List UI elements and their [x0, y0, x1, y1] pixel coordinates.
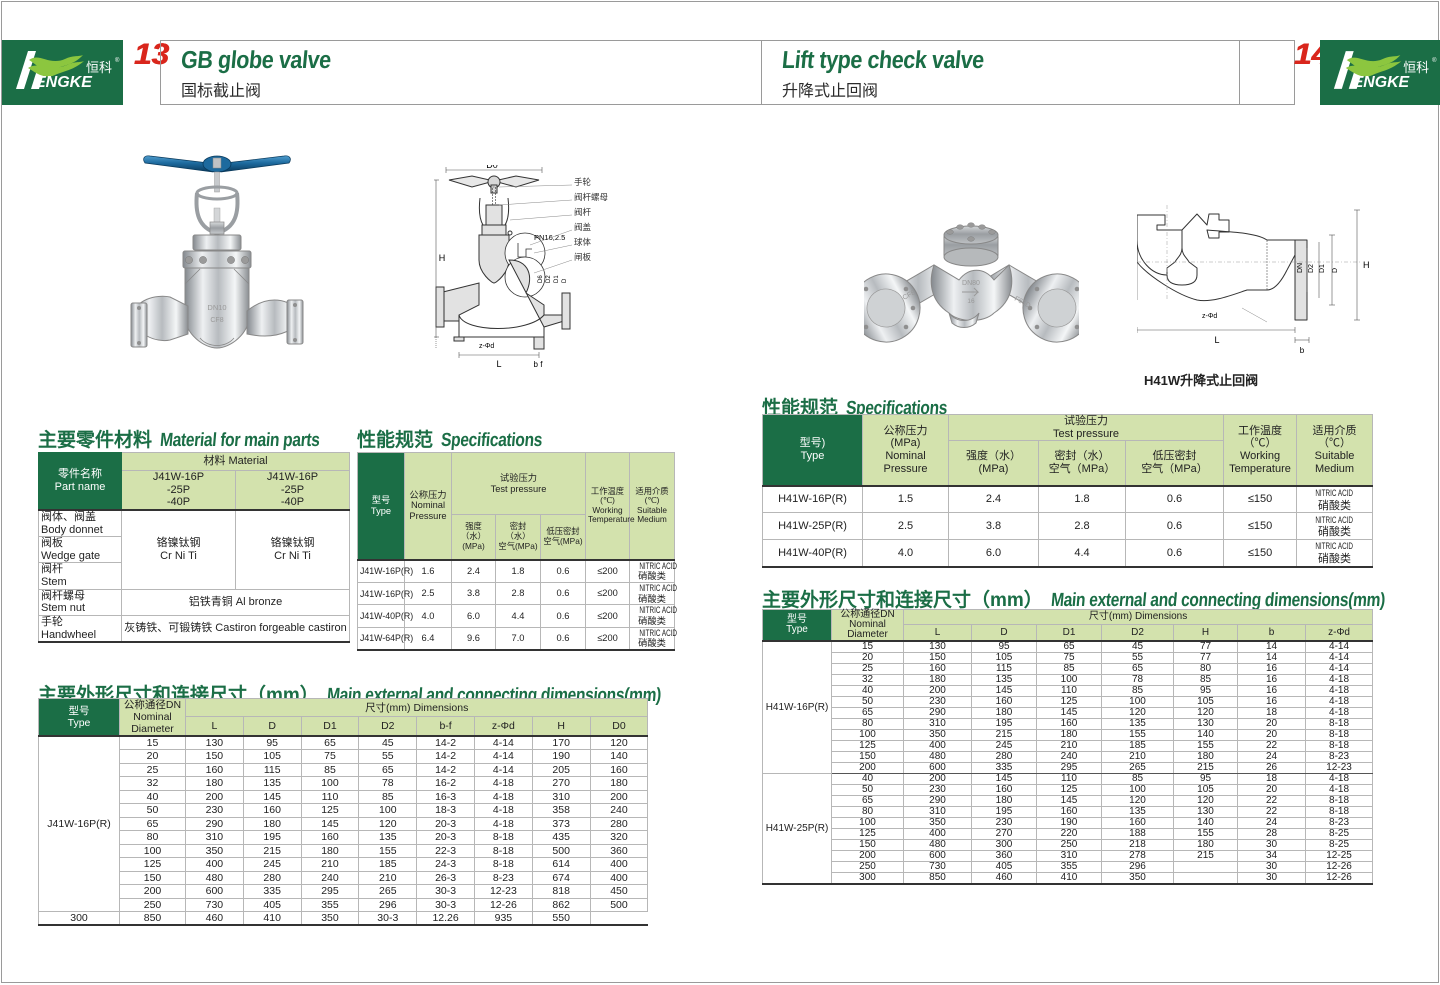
svg-text:H: H — [439, 253, 446, 263]
svg-text:D6: D6 — [538, 275, 544, 283]
svg-text:ENGKE: ENGKE — [1353, 74, 1410, 91]
svg-text:D2: D2 — [1308, 264, 1315, 273]
svg-text:D2: D2 — [546, 275, 552, 283]
svg-text:®: ® — [1432, 57, 1437, 64]
svg-text:DN10: DN10 — [207, 303, 226, 312]
svg-text:PN16,2.5: PN16,2.5 — [534, 233, 565, 242]
svg-text:®: ® — [115, 57, 120, 64]
svg-text:阀杆螺母: 阀杆螺母 — [574, 192, 608, 202]
svg-text:恒科: 恒科 — [86, 60, 112, 75]
svg-text:L: L — [496, 359, 501, 369]
svg-text:恒科: 恒科 — [1403, 60, 1429, 75]
svg-text:D1: D1 — [1319, 264, 1326, 273]
svg-text:手轮: 手轮 — [574, 177, 592, 187]
svg-text:b: b — [1300, 346, 1305, 355]
svg-text:D: D — [562, 278, 568, 283]
svg-text:z-Φd: z-Φd — [479, 343, 494, 350]
svg-text:DN80: DN80 — [962, 280, 980, 287]
svg-text:D: D — [1332, 268, 1339, 273]
svg-text:H: H — [1363, 260, 1370, 270]
svg-text:阀杆: 阀杆 — [574, 207, 592, 217]
svg-text:闸板: 闸板 — [574, 252, 592, 262]
svg-text:DN: DN — [1297, 263, 1304, 273]
svg-text:L: L — [1214, 335, 1219, 345]
svg-text:D1: D1 — [554, 275, 560, 283]
svg-text:z-Φd: z-Φd — [1202, 313, 1217, 320]
svg-text:球体: 球体 — [574, 237, 592, 247]
svg-text:D0: D0 — [486, 165, 498, 170]
svg-text:16: 16 — [967, 298, 975, 305]
svg-text:CF8: CF8 — [210, 317, 223, 324]
svg-text:ENGKE: ENGKE — [35, 74, 93, 91]
svg-text:b f: b f — [534, 360, 544, 369]
svg-text:阀盖: 阀盖 — [574, 222, 592, 232]
